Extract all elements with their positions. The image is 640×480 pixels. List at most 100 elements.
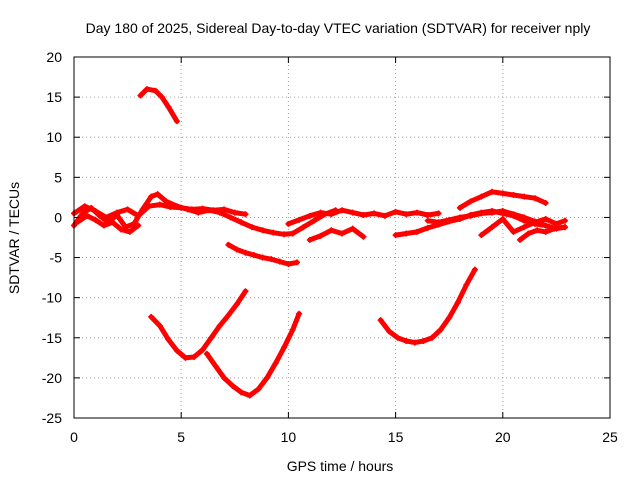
data-point xyxy=(521,224,528,231)
data-point xyxy=(242,288,249,295)
data-point xyxy=(499,190,506,197)
data-point xyxy=(377,317,384,324)
data-point xyxy=(478,193,485,200)
data-point xyxy=(173,347,180,354)
data-point xyxy=(148,193,155,200)
data-point xyxy=(281,231,288,238)
data-point xyxy=(360,233,367,240)
data-point xyxy=(306,236,313,243)
y-axis-label: SDTVAR / TECUs xyxy=(6,182,22,294)
data-point xyxy=(148,313,155,320)
data-point xyxy=(411,339,418,346)
data-point xyxy=(424,217,431,224)
data-point xyxy=(551,225,558,232)
data-point xyxy=(435,219,442,226)
data-point xyxy=(233,301,240,308)
data-point xyxy=(167,204,174,211)
data-point xyxy=(165,336,172,343)
data-point xyxy=(75,218,82,225)
x-tick-label: 20 xyxy=(495,429,511,445)
data-point xyxy=(182,354,189,361)
data-point xyxy=(446,314,453,321)
data-point xyxy=(542,222,549,229)
data-point xyxy=(489,224,496,231)
data-point xyxy=(510,191,517,198)
data-point xyxy=(165,103,172,110)
tick-labels: 0 5 10 15 20 25 -25 -20 -15 -10 -5 0 5 10 15 20 xyxy=(42,49,618,445)
data-point xyxy=(293,259,300,266)
data-point xyxy=(403,230,410,237)
data-point xyxy=(525,230,532,237)
data-point xyxy=(317,232,324,239)
data-point xyxy=(296,310,303,317)
data-point xyxy=(516,236,523,243)
data-point xyxy=(386,328,393,335)
data-point xyxy=(510,228,517,235)
data-point xyxy=(229,382,236,389)
data-point xyxy=(392,208,399,215)
data-point xyxy=(454,299,461,306)
y-tick-label: 5 xyxy=(54,169,62,185)
data-point xyxy=(270,229,277,236)
data-point xyxy=(296,216,303,223)
y-tick-label: -20 xyxy=(42,370,62,386)
data-point xyxy=(173,118,180,125)
chart-title: Day 180 of 2025, Sidereal Day-to-day VTE… xyxy=(86,20,591,36)
data-point xyxy=(231,209,238,216)
data-point xyxy=(268,256,275,263)
data-series xyxy=(71,86,568,399)
data-point xyxy=(311,217,318,224)
data-point xyxy=(360,212,367,219)
data-point xyxy=(456,214,463,221)
data-point xyxy=(156,322,163,329)
data-point xyxy=(429,334,436,341)
data-point xyxy=(349,225,356,232)
data-point xyxy=(467,212,474,219)
data-point xyxy=(328,227,335,234)
data-point xyxy=(135,212,142,219)
data-point xyxy=(542,228,549,235)
data-point xyxy=(403,211,410,218)
y-tick-label: -25 xyxy=(42,410,62,426)
data-point xyxy=(349,209,356,216)
x-tick-label: 15 xyxy=(388,429,404,445)
data-point xyxy=(210,207,217,214)
data-point xyxy=(233,246,240,253)
data-point xyxy=(212,362,219,369)
data-point xyxy=(158,94,165,101)
data-point xyxy=(467,198,474,205)
data-point xyxy=(306,212,313,219)
y-tick-label: 0 xyxy=(54,209,62,225)
data-point xyxy=(83,212,90,219)
data-point xyxy=(478,210,485,217)
data-point xyxy=(300,224,307,231)
data-point xyxy=(339,207,345,214)
data-point xyxy=(126,228,133,235)
series-arc-n xyxy=(204,311,302,398)
data-point xyxy=(534,227,541,234)
data-point xyxy=(542,200,549,207)
data-point xyxy=(118,226,125,233)
data-point xyxy=(285,260,292,267)
data-point xyxy=(463,281,470,288)
data-point xyxy=(178,204,185,211)
data-point xyxy=(561,217,568,224)
data-point xyxy=(414,209,421,216)
x-tick-label: 5 xyxy=(177,429,185,445)
data-point xyxy=(238,389,245,396)
data-point xyxy=(521,193,528,200)
data-point xyxy=(221,206,228,213)
data-point xyxy=(289,230,296,237)
x-tick-label: 0 xyxy=(70,429,78,445)
data-point xyxy=(499,208,506,215)
data-point xyxy=(437,326,444,333)
data-point xyxy=(92,216,99,223)
data-point xyxy=(276,258,283,265)
data-point xyxy=(124,206,131,213)
data-point xyxy=(81,203,88,210)
data-point xyxy=(246,392,253,399)
data-point xyxy=(424,224,431,231)
x-tick-label: 25 xyxy=(602,429,618,445)
data-point xyxy=(227,214,234,221)
